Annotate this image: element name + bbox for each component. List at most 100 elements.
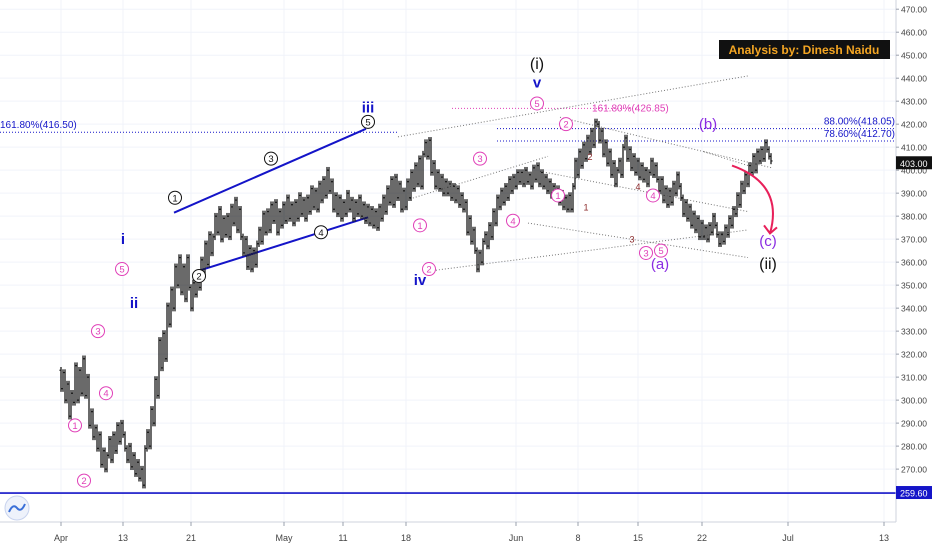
circled-count-text: 1 [417, 221, 422, 232]
circled-count-text: 2 [426, 265, 431, 276]
circled-count-text: 4 [103, 389, 108, 400]
price-tick-label: 450.00 [901, 51, 927, 61]
channel-dotted-line [527, 222, 749, 259]
circled-count-text: 5 [365, 117, 370, 128]
projection-arrow-head [763, 224, 778, 235]
wave-label: ii [130, 295, 138, 312]
price-tick-label: 270.00 [901, 465, 927, 475]
channel-dotted-line [397, 75, 749, 138]
wave-label: (b) [699, 116, 717, 133]
time-axis-background [0, 522, 932, 550]
channel-dotted-line [703, 151, 749, 167]
fib-level-label: 161.80%(426.85) [592, 103, 669, 114]
circled-count-text: 5 [534, 99, 539, 110]
circled-count [530, 96, 544, 111]
circled-count [77, 473, 91, 488]
circled-count-text: 5 [119, 265, 124, 276]
circled-count [314, 225, 328, 240]
circled-count-text: 4 [650, 191, 655, 202]
last-price-label: 403.00 [900, 159, 928, 169]
time-tick-label: May [275, 533, 293, 543]
price-tick-label: 400.00 [901, 166, 927, 176]
time-axis: Apr 13 21 May 11 18 Jun 8 15 22 Jul 13 [0, 521, 932, 550]
price-tick-label: 350.00 [901, 281, 927, 291]
price-axis: 260.00270.00280.00290.00300.00310.00320.… [895, 0, 932, 550]
circled-count [168, 190, 182, 205]
time-tick-label: 13 [879, 533, 889, 543]
wave-label: (ii) [759, 256, 777, 273]
price-tick-label: 390.00 [901, 189, 927, 199]
channel-dotted-line [409, 155, 549, 200]
projection-arrow [731, 164, 774, 234]
channel-lower-line [196, 216, 369, 273]
circled-count [361, 114, 375, 129]
circled-count [91, 324, 105, 339]
circled-count [413, 218, 427, 233]
circled-count [264, 151, 278, 166]
circled-count-text: 2 [563, 120, 568, 131]
circled-count [473, 151, 487, 166]
wave-label: iii [362, 100, 375, 117]
analysis-banner [719, 40, 890, 59]
time-tick-label: 18 [401, 533, 411, 543]
time-tick-label: 15 [633, 533, 643, 543]
wave-label: (i) [530, 56, 544, 73]
channel-upper-line [173, 127, 367, 214]
circled-count [639, 245, 653, 260]
price-tick-label: 280.00 [901, 442, 927, 452]
time-tick-label: 22 [697, 533, 707, 543]
minor-count: 2 [587, 152, 592, 162]
wave-labels: iiiiiiivv(i)(b)(a)(c)(ii)123451234512345… [68, 56, 777, 488]
wave-label: (a) [651, 256, 669, 273]
circled-count-text: 4 [318, 228, 323, 239]
time-tick-label: 11 [338, 533, 347, 543]
circled-count [506, 213, 520, 228]
circled-count-text: 1 [72, 421, 77, 432]
price-tick-label: 300.00 [901, 396, 927, 406]
price-tick-label: 310.00 [901, 373, 927, 383]
circled-count-text: 1 [555, 191, 560, 202]
price-tick-label: 440.00 [901, 74, 927, 84]
time-tick-label: 8 [575, 533, 580, 543]
circled-count [192, 268, 206, 283]
circled-count-text: 4 [510, 216, 515, 227]
analysis-banner-text: Analysis by: Dinesh Naidu [729, 43, 880, 57]
support-badge [896, 486, 932, 500]
last-price-badge [896, 156, 932, 170]
price-tick-label: 420.00 [901, 120, 927, 130]
wave-label: i [121, 231, 125, 248]
fib-level-label: 88.00%(418.05) [824, 117, 895, 128]
time-tick-label: 13 [118, 533, 128, 543]
minor-count: 3 [629, 235, 634, 245]
circled-count-text: 3 [477, 154, 482, 165]
price-tick-label: 410.00 [901, 143, 927, 153]
price-tick-label: 320.00 [901, 350, 927, 360]
wave-label: v [533, 74, 542, 91]
price-tick-label: 290.00 [901, 419, 927, 429]
minor-count: 1 [583, 202, 588, 212]
circled-count-text: 3 [268, 154, 273, 165]
time-tick-label: Jun [509, 533, 524, 543]
circled-count [551, 188, 565, 203]
price-tick-label: 360.00 [901, 258, 927, 268]
circled-count [422, 262, 436, 277]
price-tick-label: 470.00 [901, 5, 927, 15]
price-tick-label: 380.00 [901, 212, 927, 222]
channel-dotted-line [539, 170, 749, 213]
time-tick-label: Jul [782, 533, 794, 543]
circled-count-text: 2 [196, 271, 201, 282]
circled-count-text: 1 [172, 193, 177, 204]
circled-count [559, 117, 573, 132]
circled-count-text: 2 [81, 476, 86, 487]
wave-channels [173, 75, 773, 273]
price-tick-label: 430.00 [901, 97, 927, 107]
logo-wave-icon [8, 503, 26, 513]
price-axis-background [896, 0, 932, 550]
support-label: 259.60 [900, 489, 928, 499]
price-series [59, 118, 773, 489]
minor-count: 4 [635, 182, 640, 192]
fib-level-label: 161.80%(416.50) [0, 120, 77, 131]
overlays: Analysis by: Dinesh Naidu [4, 40, 890, 521]
